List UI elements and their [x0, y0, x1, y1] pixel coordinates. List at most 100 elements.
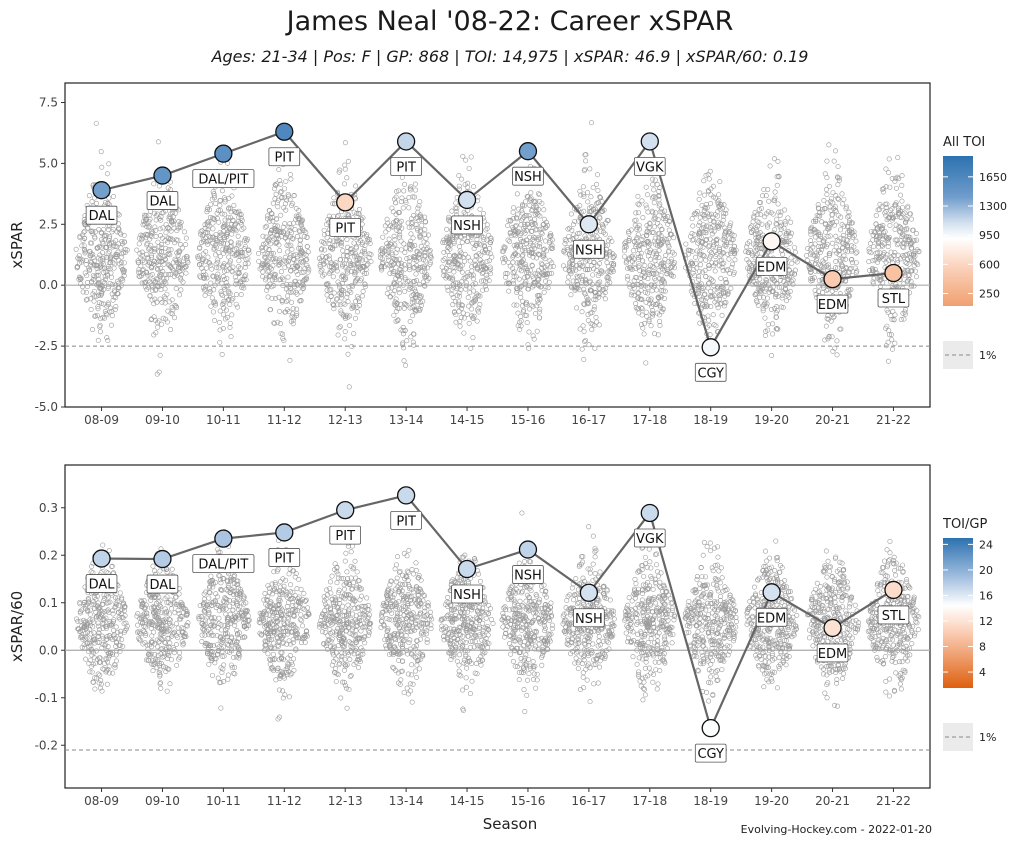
background-point	[231, 209, 237, 215]
background-point	[262, 251, 268, 257]
background-point	[400, 342, 406, 348]
background-point	[102, 265, 108, 271]
team-label: NSH	[512, 166, 544, 186]
background-point	[386, 236, 392, 242]
background-point	[390, 224, 396, 230]
background-point	[140, 257, 146, 263]
background-point	[269, 227, 275, 233]
background-point	[829, 240, 835, 246]
background-point	[650, 176, 656, 182]
background-point	[238, 292, 244, 298]
background-point	[113, 624, 119, 630]
background-point	[260, 233, 266, 239]
background-point	[407, 258, 413, 264]
background-point	[232, 274, 238, 280]
background-point	[110, 297, 116, 303]
xspar60-panel: -0.2-0.10.00.10.20.308-09 09-10 10-11 11-12…	[8, 464, 931, 808]
background-point	[446, 253, 452, 259]
background-point	[418, 302, 424, 308]
plot-frame	[64, 82, 931, 408]
background-point	[651, 265, 657, 271]
team-label-text: PIT	[396, 160, 416, 175]
background-point	[299, 270, 305, 276]
background-point	[121, 239, 127, 245]
background-point	[233, 221, 239, 227]
background-point	[235, 233, 241, 239]
background-point	[174, 272, 180, 278]
background-distribution	[74, 510, 922, 722]
background-point	[85, 279, 91, 285]
background-point	[324, 287, 330, 293]
background-point	[338, 295, 344, 301]
background-point	[348, 289, 354, 295]
background-point	[510, 259, 516, 265]
background-point	[113, 252, 119, 258]
background-point	[158, 279, 164, 285]
background-point	[170, 210, 176, 216]
x-tick-label: 18-19	[693, 413, 728, 427]
background-point	[690, 223, 696, 229]
background-point	[716, 198, 722, 204]
background-point	[412, 194, 418, 200]
background-point	[468, 345, 474, 351]
background-point	[335, 212, 341, 218]
background-point	[116, 212, 122, 218]
background-point	[152, 296, 158, 302]
background-point	[285, 230, 291, 236]
background-point	[439, 264, 445, 270]
background-point	[98, 316, 104, 322]
background-point	[417, 228, 423, 234]
background-point	[408, 184, 414, 190]
background-point	[421, 282, 427, 288]
background-point	[265, 269, 271, 275]
background-point	[417, 308, 423, 314]
background-point	[282, 309, 288, 315]
background-point	[352, 315, 358, 321]
background-point	[289, 235, 295, 241]
background-point	[297, 229, 303, 235]
background-point	[725, 251, 731, 257]
team-label: PIT	[329, 217, 362, 237]
background-point	[411, 299, 417, 305]
background-point	[635, 193, 641, 199]
background-point	[384, 290, 390, 296]
background-point	[209, 295, 215, 301]
background-point	[838, 227, 844, 233]
background-point	[339, 274, 345, 280]
background-point	[386, 226, 392, 232]
background-point	[649, 310, 655, 316]
background-point	[401, 188, 407, 194]
background-point	[395, 317, 401, 323]
background-point	[217, 253, 223, 259]
season-point	[884, 263, 903, 283]
background-point	[487, 251, 493, 257]
background-point	[213, 201, 219, 207]
team-label: STL	[877, 288, 910, 308]
background-point	[275, 233, 281, 239]
background-point	[286, 243, 292, 249]
background-point	[97, 257, 103, 263]
background-point	[77, 235, 83, 241]
background-point	[116, 615, 122, 621]
background-point	[272, 277, 278, 283]
background-point	[408, 242, 414, 248]
background-point	[113, 295, 119, 301]
background-point	[284, 298, 290, 304]
background-point	[581, 328, 587, 334]
background-point	[214, 237, 220, 243]
background-point	[270, 200, 276, 206]
background-point	[274, 200, 280, 206]
background-point	[162, 257, 168, 263]
background-point	[168, 215, 174, 221]
background-point	[589, 120, 595, 126]
team-label: PIT	[390, 157, 422, 176]
background-point	[656, 248, 662, 254]
background-point	[407, 187, 413, 193]
background-point	[266, 207, 272, 213]
background-point	[155, 262, 161, 268]
background-point	[346, 288, 352, 294]
background-point	[463, 157, 469, 163]
background-point	[255, 251, 261, 257]
background-point	[441, 249, 447, 255]
background-point	[229, 297, 235, 303]
